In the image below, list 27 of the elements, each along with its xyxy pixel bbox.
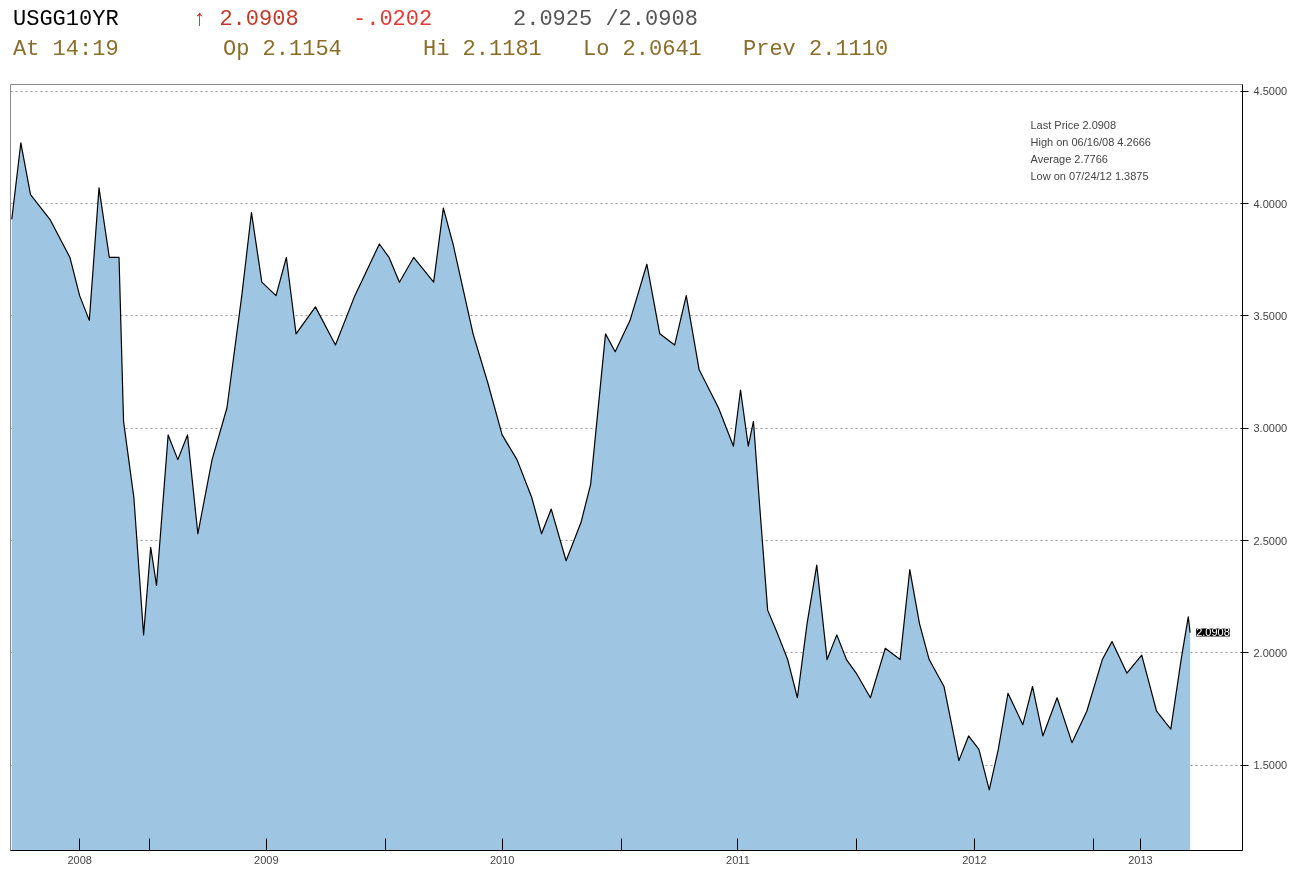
x-tick-label: 2011	[726, 853, 750, 866]
annotation: 2.0908	[1196, 626, 1230, 639]
y-tick-label: 3.0000	[1253, 422, 1288, 435]
x-tick-label: 2010	[489, 853, 515, 866]
text: Hi 2.1181	[423, 36, 543, 64]
text: At 14:19	[13, 36, 120, 64]
x-tick-label: 2012	[962, 853, 987, 866]
y-tick-label: 4.5000	[1253, 85, 1288, 98]
annotation: High on 06/16/08 4.2666	[1030, 135, 1151, 148]
y-tick-label: 1.5000	[1253, 759, 1288, 772]
y-tick-label: 4.0000	[1253, 197, 1288, 210]
y-tick-label: 2.5000	[1253, 534, 1288, 547]
x-tick-label: 2008	[67, 853, 92, 866]
x-tick-label: 2009	[254, 853, 279, 866]
y-tick-label: 3.5000	[1253, 309, 1288, 322]
text: Op 2.1154	[223, 36, 343, 64]
text: ↑ 2.0908	[193, 6, 300, 34]
chart-title: USGG10YR	[13, 6, 120, 34]
x-tick-label: 2013	[1128, 853, 1153, 866]
text: 2.0925 /2.0908	[513, 6, 699, 34]
annotation: Average 2.7766	[1030, 152, 1108, 165]
text: Lo 2.0641	[583, 36, 703, 64]
annotation: Low on 07/24/12 1.3875	[1030, 169, 1149, 182]
y-tick-label: 2.0000	[1253, 646, 1288, 659]
annotation: Last Price 2.0908	[1030, 118, 1117, 131]
text: Prev 2.1110	[743, 36, 890, 64]
text: -.0202	[353, 6, 434, 34]
